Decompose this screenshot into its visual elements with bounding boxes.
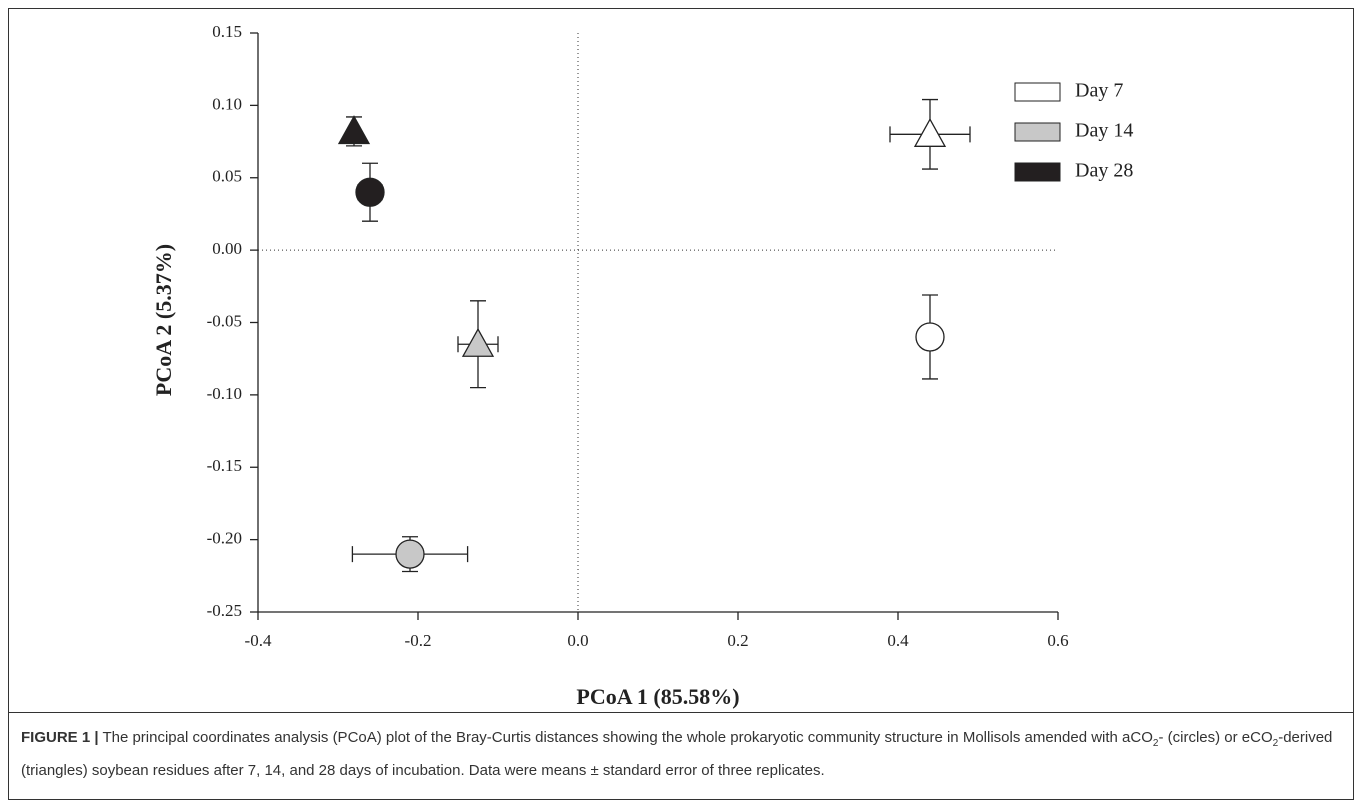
y-tick-label: -0.20 <box>207 529 242 548</box>
y-tick-label: -0.10 <box>207 384 242 403</box>
y-tick-label: 0.15 <box>212 22 242 41</box>
y-tick-label: -0.25 <box>207 601 242 620</box>
legend-label: Day 14 <box>1075 120 1133 142</box>
legend-swatch <box>1014 162 1061 182</box>
figure-frame <box>8 8 1354 800</box>
caption: FIGURE 1 | The principal coordinates ana… <box>21 724 1341 784</box>
y-tick-label: 0.00 <box>212 239 242 258</box>
point <box>913 117 947 147</box>
caption-text: The principal coordinates analysis (PCoA… <box>98 729 1153 746</box>
point <box>355 177 385 207</box>
caption-text: - (circles) or eCO <box>1158 729 1273 746</box>
x-tick-label: 0.0 <box>567 631 588 650</box>
legend-swatch <box>1014 82 1061 102</box>
x-tick-label: 0.2 <box>727 631 748 650</box>
caption-label: FIGURE 1 | <box>21 729 99 746</box>
x-tick-label: -0.4 <box>245 631 272 650</box>
point <box>461 327 495 357</box>
subscript: 2 <box>1272 738 1279 749</box>
point <box>337 115 371 145</box>
separator <box>9 712 1353 713</box>
x-tick-label: 0.6 <box>1047 631 1068 650</box>
y-tick-label: -0.05 <box>207 311 242 330</box>
y-axis-label: PCoA 2 (5.37%) <box>151 244 176 396</box>
legend-label: Day 7 <box>1075 80 1123 102</box>
legend-label: Day 28 <box>1075 160 1133 182</box>
legend-swatch <box>1014 122 1061 142</box>
point <box>395 539 425 569</box>
subscript: 2 <box>1152 738 1159 749</box>
x-tick-label: -0.2 <box>405 631 432 650</box>
x-axis-label: PCoA 1 (85.58%) <box>576 684 739 709</box>
caption-text: -derived (triangles) soybean residues af… <box>21 729 1333 779</box>
y-tick-label: -0.15 <box>207 456 242 475</box>
y-tick-label: 0.10 <box>212 94 242 113</box>
chart: PCoA 1 (85.58%) PCoA 2 (5.37%) 0.15 0.10 0… <box>151 22 1133 709</box>
x-tick-label: 0.4 <box>887 631 909 650</box>
point <box>915 322 945 352</box>
y-tick-label: 0.05 <box>212 167 242 186</box>
